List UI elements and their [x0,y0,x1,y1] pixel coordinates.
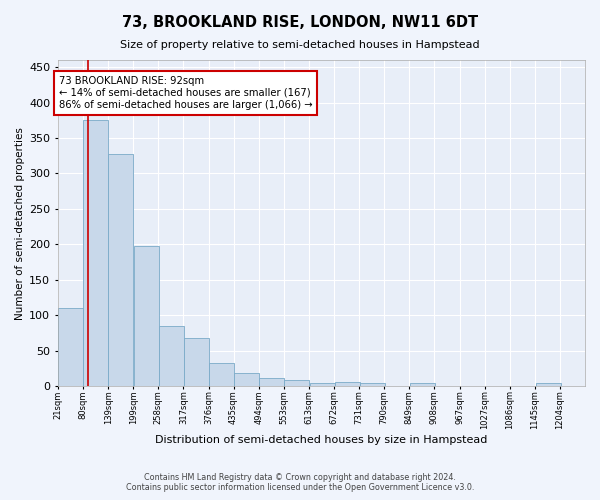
Text: Size of property relative to semi-detached houses in Hampstead: Size of property relative to semi-detach… [120,40,480,50]
Bar [134,246,159,386]
Bar [58,308,83,386]
Bar [284,380,310,386]
Text: 73, BROOKLAND RISE, LONDON, NW11 6DT: 73, BROOKLAND RISE, LONDON, NW11 6DT [122,15,478,30]
Bar [159,326,184,386]
Text: 73 BROOKLAND RISE: 92sqm
← 14% of semi-detached houses are smaller (167)
86% of : 73 BROOKLAND RISE: 92sqm ← 14% of semi-d… [59,76,313,110]
Bar [259,378,284,386]
Bar [234,372,259,386]
Bar [209,363,234,386]
Bar [536,384,561,386]
Bar [83,120,108,386]
Bar [184,338,209,386]
Y-axis label: Number of semi-detached properties: Number of semi-detached properties [15,126,25,320]
Bar [108,154,133,386]
Bar [310,382,335,386]
Bar [335,382,360,386]
Text: Contains HM Land Registry data © Crown copyright and database right 2024.
Contai: Contains HM Land Registry data © Crown c… [126,473,474,492]
Bar [410,382,435,386]
Bar [360,384,385,386]
X-axis label: Distribution of semi-detached houses by size in Hampstead: Distribution of semi-detached houses by … [155,435,488,445]
